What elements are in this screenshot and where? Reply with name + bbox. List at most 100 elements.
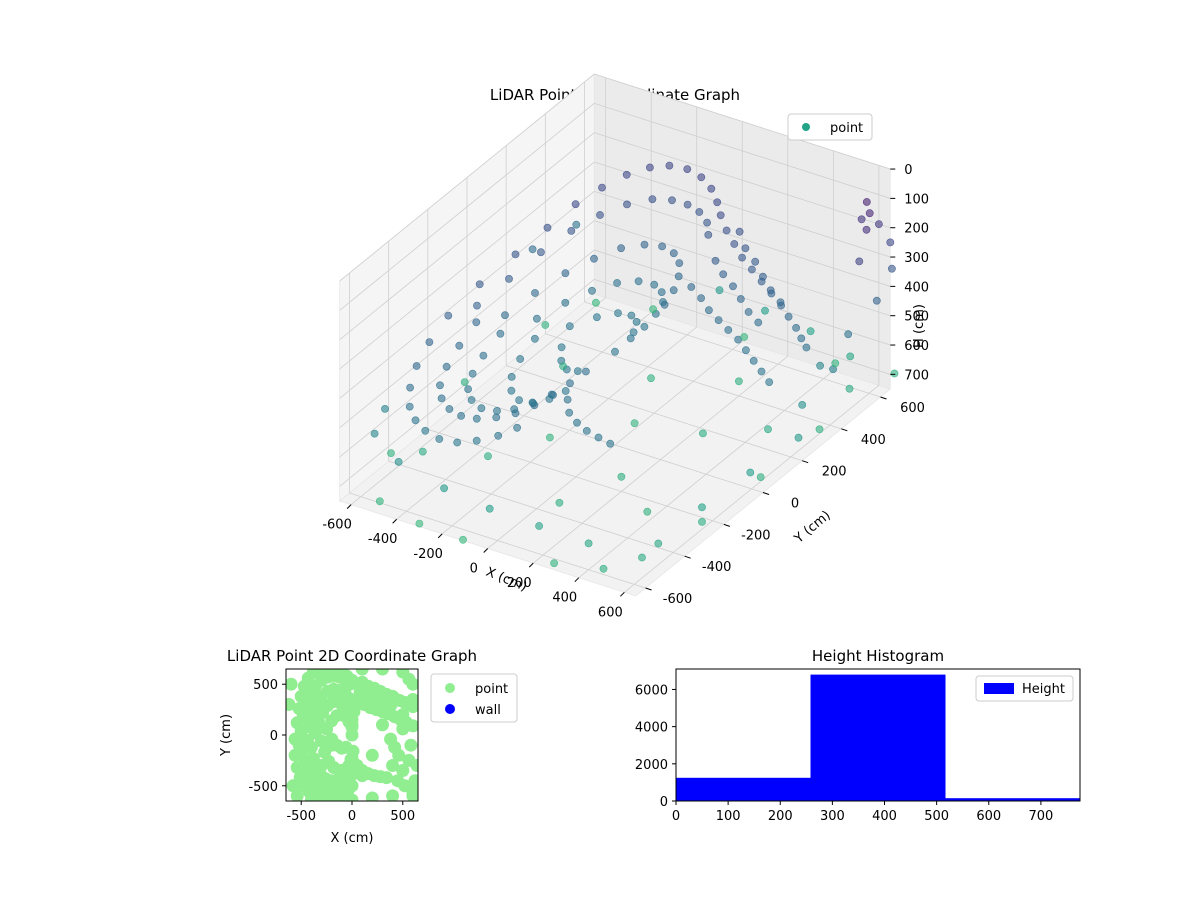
point-3d bbox=[485, 504, 494, 513]
histogram-bar bbox=[945, 798, 1080, 801]
point-3d bbox=[611, 347, 619, 356]
point-3d bbox=[794, 433, 803, 442]
point-3d bbox=[831, 359, 840, 368]
point-3d bbox=[475, 280, 484, 289]
point-3d bbox=[516, 355, 525, 363]
point-2d-point bbox=[396, 722, 410, 736]
point-2d-point bbox=[304, 740, 318, 754]
point-3d bbox=[756, 473, 765, 481]
point-3d bbox=[594, 433, 603, 442]
point-3d bbox=[751, 257, 760, 266]
point-3d bbox=[746, 468, 755, 477]
point-3d bbox=[406, 383, 414, 392]
point-3d bbox=[405, 402, 414, 411]
point-2d-point bbox=[355, 669, 369, 676]
point-3d bbox=[593, 313, 601, 322]
point-3d bbox=[683, 165, 692, 173]
point-3d bbox=[748, 265, 756, 274]
point-2d-point bbox=[396, 764, 410, 777]
point-3d bbox=[370, 429, 379, 438]
point-3d bbox=[459, 535, 467, 544]
point-3d bbox=[634, 277, 643, 286]
point-3d bbox=[565, 408, 574, 417]
point-3d bbox=[705, 306, 713, 315]
point-3d bbox=[855, 257, 864, 266]
x-tick-label-3d: -600 bbox=[322, 518, 352, 533]
chart-2d-legend: point wall bbox=[430, 673, 518, 723]
x-tick-3d bbox=[346, 504, 352, 509]
point-3d bbox=[543, 223, 552, 232]
point-3d bbox=[561, 269, 570, 278]
point-3d bbox=[559, 362, 567, 371]
point-3d bbox=[683, 200, 692, 209]
point-3d bbox=[697, 294, 705, 302]
point-3d bbox=[627, 311, 636, 320]
y-tick-3d bbox=[880, 396, 887, 400]
point-3d bbox=[742, 346, 750, 355]
z-tick-label-3d: 700 bbox=[904, 368, 929, 383]
point-3d bbox=[555, 498, 564, 507]
chart-3d-points bbox=[370, 161, 899, 573]
chart-3d-gridlines bbox=[339, 73, 891, 593]
y-tick-label-hist: 2000 bbox=[635, 758, 668, 773]
point-3d bbox=[479, 351, 488, 360]
point-2d-point bbox=[365, 791, 379, 801]
x-tick-3d bbox=[574, 577, 580, 583]
x-tick-label-3d: -400 bbox=[368, 532, 398, 547]
chart-3d-legend-box bbox=[787, 113, 873, 141]
point-3d bbox=[857, 215, 866, 224]
z-tick-label-3d: 500 bbox=[904, 310, 929, 325]
point-3d bbox=[472, 414, 481, 423]
y-tick-label-3d: -200 bbox=[741, 528, 771, 543]
point-2d-point bbox=[345, 718, 359, 732]
point-3d bbox=[494, 431, 503, 440]
point-3d bbox=[724, 326, 733, 334]
point-3d bbox=[649, 305, 657, 314]
point-3d bbox=[654, 539, 663, 548]
point-3d bbox=[798, 400, 807, 409]
point-3d bbox=[561, 387, 570, 395]
point-3d bbox=[845, 384, 854, 393]
point-3d bbox=[582, 367, 590, 376]
point-3d bbox=[455, 341, 464, 350]
point-3d bbox=[507, 386, 516, 395]
point-3d bbox=[816, 361, 824, 370]
point-3d bbox=[738, 253, 746, 262]
point-3d bbox=[492, 413, 501, 422]
point-2d-point bbox=[406, 719, 418, 733]
point-3d bbox=[557, 343, 566, 352]
point-3d bbox=[411, 416, 420, 425]
point-3d bbox=[659, 298, 667, 306]
y-tick-label-3d: -400 bbox=[702, 560, 732, 575]
point-3d bbox=[658, 242, 666, 251]
z-tick-label-3d: 200 bbox=[904, 222, 929, 237]
point-2d-point bbox=[376, 669, 389, 676]
point-3d bbox=[592, 298, 600, 307]
histogram-bars bbox=[676, 674, 1080, 801]
point-3d bbox=[623, 200, 631, 209]
y-tick-label-hist: 6000 bbox=[635, 683, 668, 698]
point-3d bbox=[704, 230, 713, 239]
point-2d-point bbox=[345, 728, 359, 742]
chart-2d-legend-label-wall: wall bbox=[475, 703, 501, 718]
point-3d bbox=[444, 311, 453, 320]
histogram-title: Height Histogram bbox=[812, 647, 944, 665]
point-3d bbox=[699, 429, 707, 438]
point-3d bbox=[759, 272, 767, 281]
point-3d bbox=[722, 226, 731, 235]
x-tick-label-3d: 600 bbox=[598, 605, 623, 620]
point-3d bbox=[599, 564, 608, 573]
x-tick-label-2d: 0 bbox=[348, 809, 356, 824]
point-3d bbox=[846, 352, 855, 361]
z-tick-label-3d: 400 bbox=[904, 280, 929, 295]
point-3d bbox=[425, 338, 434, 346]
point-3d bbox=[888, 264, 896, 273]
y-tick-3d bbox=[684, 555, 691, 559]
point-2d-point bbox=[365, 748, 379, 762]
point-3d bbox=[764, 425, 772, 434]
point-3d bbox=[697, 173, 706, 182]
point-3d bbox=[806, 327, 815, 336]
point-3d bbox=[657, 288, 666, 296]
point-3d bbox=[643, 507, 652, 516]
point-3d bbox=[467, 396, 476, 404]
